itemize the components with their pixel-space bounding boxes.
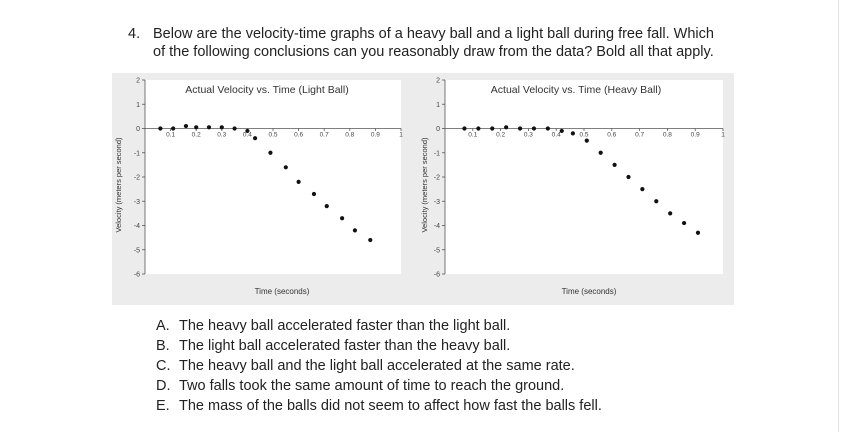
chart-1-data-point [183, 123, 189, 129]
chart-1-data-point [252, 136, 258, 141]
chart-2-x-tick-label: 0.7 [635, 132, 644, 139]
chart-2-title: Actual Velocity vs. Time (Heavy Ball) [491, 84, 661, 96]
chart-2-data-point [626, 174, 631, 180]
chart-1-x-tick-label: 0.5 [268, 132, 277, 139]
chart-1-title: Actual Velocity vs. Time (Light Ball) [185, 84, 348, 96]
question-number: 4. [128, 26, 141, 42]
chart-1-data-point [368, 237, 373, 243]
chart-1-data-point [245, 128, 250, 134]
chart-1-x-tick-label: 0.8 [345, 132, 354, 139]
chart-2-data-point [612, 162, 617, 167]
chart-2-data-point [462, 126, 467, 131]
chart-1-y-tick-label: 1 [136, 102, 140, 109]
chart-1-x-tick-label: 0.1 [166, 132, 175, 139]
option-letter: B. [156, 338, 170, 354]
chart-2-y-tick-label: 1 [436, 102, 440, 109]
chart-2-y-tick-label: -5 [434, 247, 440, 254]
chart-1-data-point [194, 125, 199, 130]
chart-2-data-point [695, 230, 701, 235]
chart-2-data-point [668, 211, 673, 216]
chart-1-data-point [340, 216, 345, 221]
chart-2-data-point [517, 126, 523, 131]
chart-1-x-tick-label: 0.7 [320, 132, 329, 139]
chart-1-y-tick-label: -2 [134, 175, 140, 182]
chart-1-y-axis-label: Velocity (meters per second) [114, 137, 123, 233]
chart-2-data-point [570, 131, 575, 136]
chart-2-y-axis-label: Velocity (meters per second) [420, 137, 429, 233]
page-edge [838, 0, 839, 432]
chart-1-x-tick-label: 0.3 [217, 132, 226, 139]
chart-1-y-tick-label: -6 [134, 272, 140, 279]
option-text: The mass of the balls did not seem to af… [179, 398, 602, 414]
chart-1-x-axis-label: Time (seconds) [255, 287, 310, 296]
option-letter: E. [156, 398, 170, 414]
chart-2-data-point [545, 126, 550, 131]
chart-1-data-point [324, 204, 329, 209]
chart-2-data-point [559, 128, 564, 134]
chart-2-data-point [640, 187, 645, 192]
chart-2-y-tick-label: -3 [434, 199, 440, 206]
chart-2-x-tick-label: 0.5 [579, 132, 588, 139]
chart-2-x-tick-label: 0.1 [468, 132, 477, 139]
chart-2-y-tick-label: -4 [434, 223, 440, 230]
chart-2-x-tick-label: 0.3 [524, 132, 533, 139]
chart-1-data-point [232, 126, 237, 131]
velocity-time-figure: 2 1 0 -1 -2 -3 -4 -5 -6 0.1 0.2 0.3 0.4 0.5 0.6 0.7 0.8 0… [112, 73, 734, 305]
question-text-line-2: of the following conclusions can you rea… [153, 44, 714, 60]
chart-1-data-point [352, 228, 358, 233]
option-text: The heavy ball accelerated faster than t… [179, 318, 511, 334]
chart-2-x-tick-label: 1 [721, 132, 725, 139]
chart-1-y-tick-label: -3 [134, 199, 140, 206]
chart-1-data-point [158, 126, 163, 131]
chart-1-y-tick-label: 2 [136, 78, 140, 85]
chart-2-y-tick-label: -2 [434, 175, 440, 182]
chart-2-y-tick-label: 0 [436, 126, 440, 133]
option-text: Two falls took the same amount of time t… [179, 378, 565, 394]
chart-2-data-point [531, 126, 537, 131]
chart-1-x-tick-label: 1 [399, 132, 403, 139]
chart-1-x-tick-label: 0.9 [371, 132, 380, 139]
option-letter: A. [156, 318, 170, 334]
chart-2-x-axis-label: Time (seconds) [562, 287, 617, 296]
chart-2-data-point [654, 199, 659, 204]
chart-2-x-tick-label: 0.2 [496, 132, 505, 139]
chart-1-x-tick-label: 0.2 [192, 132, 201, 139]
chart-1-y-tick-label: -5 [134, 247, 140, 254]
chart-1-y-tick-label: -1 [134, 150, 140, 157]
chart-1-data-point [283, 165, 288, 170]
option-letter: D. [156, 378, 171, 394]
chart-1-data-point [171, 126, 176, 131]
option-text: The heavy ball and the light ball accele… [179, 358, 575, 374]
chart-2-data-point [584, 138, 589, 143]
chart-1-data-point [311, 191, 317, 197]
chart-2-x-tick-label: 0.4 [552, 132, 561, 139]
chart-2-x-tick-label: 0.6 [607, 132, 616, 139]
chart-1-x-tick-label: 0.6 [294, 132, 303, 139]
chart-2-x-tick-label: 0.8 [663, 132, 672, 139]
chart-1-y-tick-label: -4 [134, 223, 140, 230]
option-text: The light ball accelerated faster than t… [179, 338, 511, 354]
chart-2-data-point [490, 126, 495, 131]
chart-2-data-point [681, 220, 687, 226]
chart-1-x-tick-label: 0.4 [243, 132, 252, 139]
chart-2-y-tick-label: -1 [434, 150, 440, 157]
chart-1-data-point [219, 125, 224, 130]
chart-2-plot-area [445, 80, 723, 274]
chart-1-plot-area [145, 80, 401, 274]
chart-2-data-point [598, 150, 603, 155]
velocity-time-charts: 2 1 0 -1 -2 -3 -4 -5 -6 0.1 0.2 0.3 0.4 0.5 0.6 0.7 0.8 0… [114, 78, 725, 297]
chart-2-data-point [476, 126, 481, 131]
option-letter: C. [156, 358, 171, 374]
chart-2-x-tick-label: 0.9 [691, 132, 700, 139]
chart-2-y-tick-label: 2 [436, 78, 440, 85]
chart-1-data-point [268, 150, 273, 155]
question-text-line-1: Below are the velocity-time graphs of a … [153, 26, 714, 42]
chart-2-data-point [504, 125, 509, 130]
chart-1-data-point [296, 179, 301, 184]
chart-1-data-point [206, 125, 212, 130]
chart-1-y-tick-label: 0 [136, 126, 140, 133]
chart-2-y-tick-label: -6 [434, 272, 440, 279]
